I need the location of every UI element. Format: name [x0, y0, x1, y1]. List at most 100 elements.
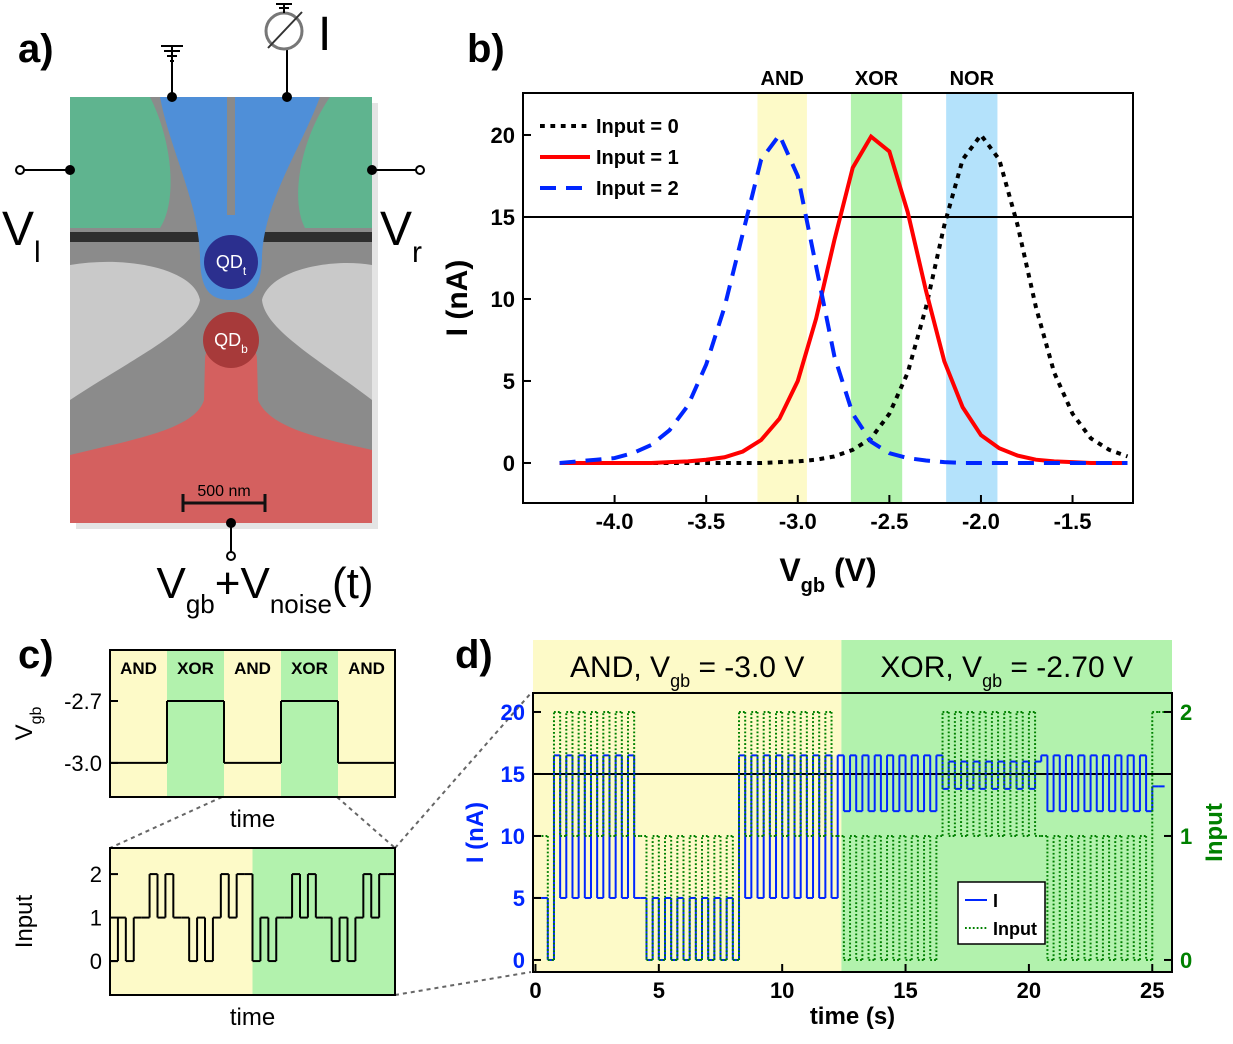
x-axis-label: Vgb (V) [779, 552, 876, 597]
y-tick-label: 0 [503, 451, 515, 476]
legend-label: Input = 2 [596, 178, 679, 200]
y-tick-label: 10 [501, 824, 525, 849]
legend-label: I [993, 891, 998, 911]
y2-tick-label: 0 [1180, 948, 1192, 973]
y-tick-label: 5 [513, 886, 525, 911]
junction [168, 93, 176, 101]
x-tick-label: 20 [1017, 978, 1041, 1003]
figure: 500 nm I a) b) c) d) VlVrVgb+Vnoise(t)QD… [0, 0, 1233, 1044]
y-tick-label: 10 [491, 287, 515, 312]
junction [283, 93, 291, 101]
y-axis-label: Vgb [11, 706, 45, 740]
y-axis-label: Input [11, 894, 38, 948]
y-tick-label: 15 [491, 205, 515, 230]
category-label: AND [120, 659, 157, 678]
text-part: = -2.70 V [1002, 651, 1133, 684]
y-axis-label: I (nA) [441, 260, 474, 337]
gate-label: Vl [2, 203, 41, 269]
gate-green-left [70, 97, 171, 228]
y-tick-label: 0 [513, 948, 525, 973]
text-part: r [412, 236, 422, 269]
x-axis-label: time (s) [810, 1003, 895, 1030]
junction [227, 519, 235, 527]
band [757, 93, 806, 503]
y-tick-label: 2 [90, 862, 102, 887]
x-tick-label: -3.0 [779, 509, 817, 534]
category-label: XOR [177, 659, 214, 678]
zoom-line [337, 797, 395, 848]
legend-label: Input = 0 [596, 116, 679, 138]
text-part: (t) [332, 559, 374, 608]
text-part: b [241, 342, 248, 356]
x-tick-label: 5 [653, 978, 665, 1003]
x-tick-label: 25 [1140, 978, 1164, 1003]
current-label: I [318, 8, 331, 61]
text-part: V [11, 724, 38, 740]
text-part: AND, V [570, 651, 670, 684]
background [110, 848, 253, 995]
terminal [16, 166, 24, 174]
gate-label: Vr [380, 203, 422, 269]
scale-bar-label: 500 nm [197, 483, 250, 500]
y-axis-label: I (nA) [462, 802, 489, 863]
panel-label: c) [18, 633, 54, 677]
text-part: gb [670, 671, 690, 691]
text-part: V [2, 203, 34, 256]
text-part: (V) [825, 552, 877, 588]
y2-tick-label: 2 [1180, 700, 1192, 725]
y-tick-label: -2.7 [64, 689, 102, 714]
band-label: XOR [855, 68, 899, 90]
y-tick-label: 5 [503, 369, 515, 394]
x-tick-label: -4.0 [596, 509, 634, 534]
background [253, 848, 396, 995]
y-tick-label: 20 [491, 123, 515, 148]
junction [368, 166, 376, 174]
text-part: = -3.0 V [690, 651, 804, 684]
gate-label: Vgb+Vnoise(t) [156, 559, 373, 619]
text-part: V [779, 552, 801, 588]
x-axis-label: time [230, 1004, 275, 1031]
zoom-line [110, 797, 222, 848]
legend-label: Input = 1 [596, 147, 679, 169]
text-part: V [380, 203, 412, 256]
band-label: AND [761, 68, 804, 90]
y-tick-label: 1 [90, 906, 102, 931]
text-part: gb [28, 706, 45, 724]
y-tick-label: 0 [90, 949, 102, 974]
x-tick-label: -2.0 [962, 509, 1000, 534]
category-label: XOR [291, 659, 328, 678]
y-tick-label: 20 [501, 700, 525, 725]
category-label: AND [348, 659, 385, 678]
x-tick-label: 15 [893, 978, 917, 1003]
text-part: noise [270, 589, 332, 619]
y-tick-label: -3.0 [64, 751, 102, 776]
text-part: l [34, 236, 41, 269]
y2-axis-label: Input [1201, 803, 1228, 862]
panel-label: a) [18, 27, 54, 71]
panel-label: d) [455, 633, 493, 677]
x-tick-label: 0 [529, 978, 541, 1003]
x-tick-label: -2.5 [870, 509, 908, 534]
x-tick-label: -1.5 [1054, 509, 1092, 534]
zoom-line [395, 972, 531, 995]
text-part: QD [214, 330, 241, 350]
text-part: gb [982, 671, 1002, 691]
device-image: 500 nm [70, 97, 378, 529]
y2-tick-label: 1 [1180, 824, 1192, 849]
panel-label: b) [467, 27, 505, 71]
text-part: V [156, 559, 186, 608]
text-part: XOR, V [880, 651, 982, 684]
text-part: QD [216, 252, 243, 272]
category-label: AND [234, 659, 271, 678]
text-part: gb [801, 575, 825, 597]
text-part: gb [186, 589, 215, 619]
junction [66, 166, 74, 174]
terminal [416, 166, 424, 174]
x-axis-label: time [230, 806, 275, 833]
band-label: NOR [950, 68, 995, 90]
y-tick-label: 15 [501, 762, 525, 787]
x-tick-label: 10 [770, 978, 794, 1003]
text-part: +V [215, 559, 271, 608]
x-tick-label: -3.5 [687, 509, 725, 534]
legend-label: Input [993, 919, 1037, 939]
